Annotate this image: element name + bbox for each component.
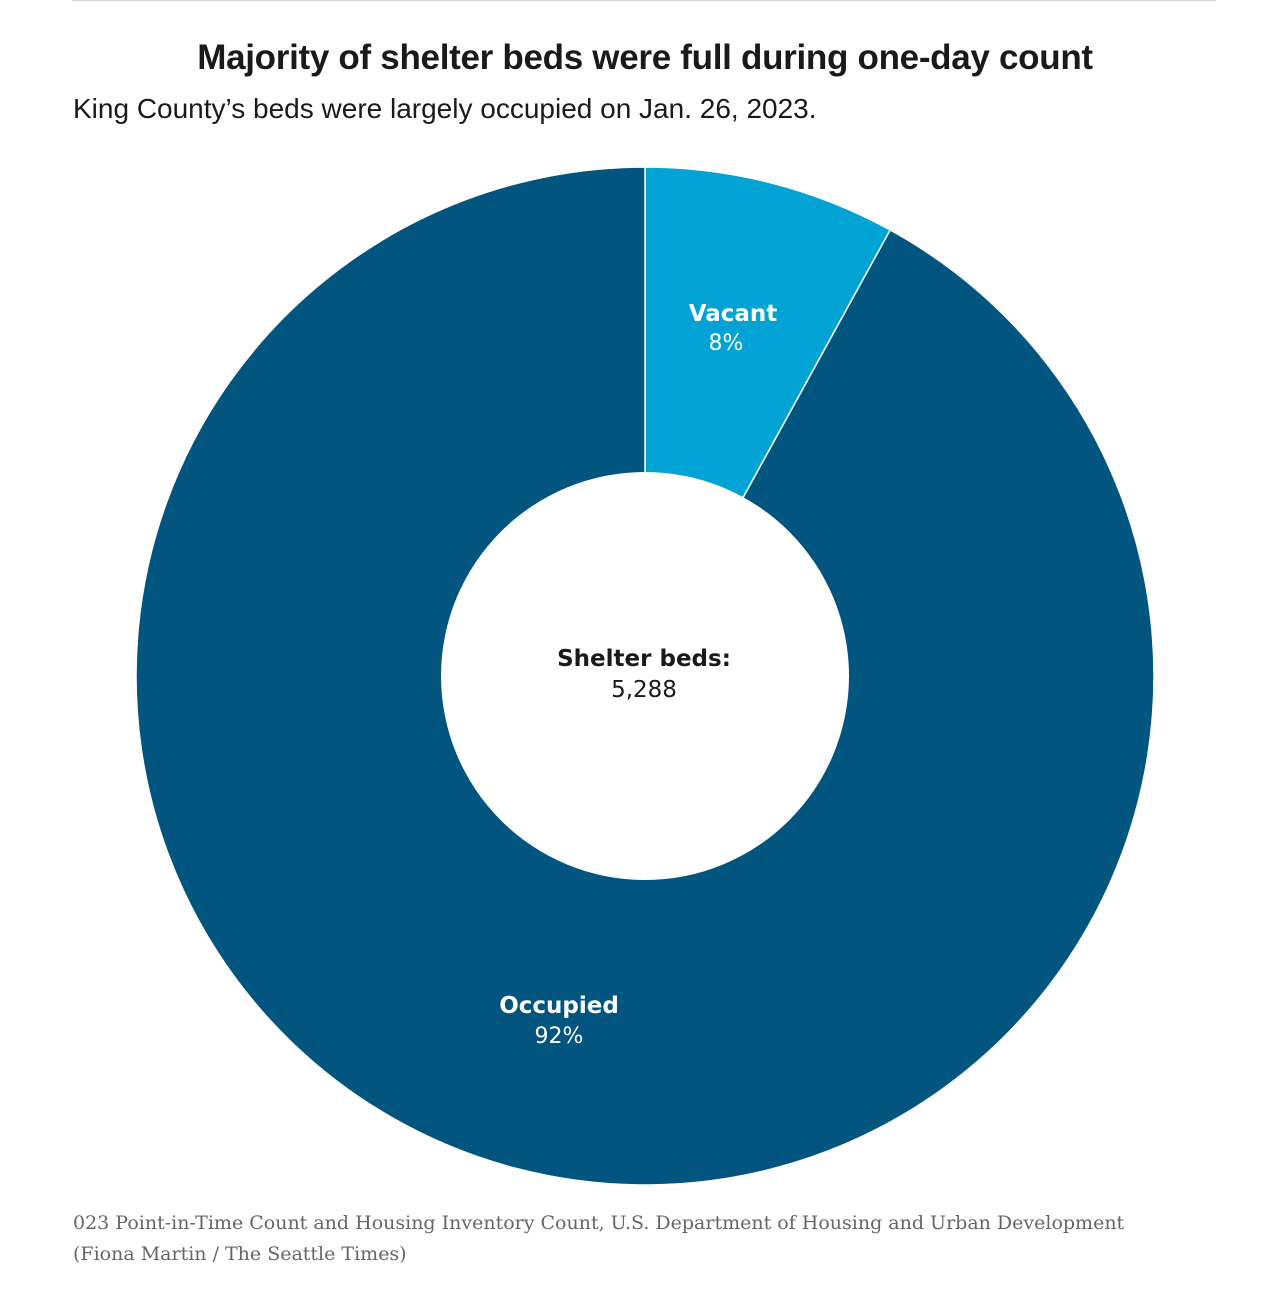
chart-subtitle: King County’s beds were largely occupied… [73,93,817,124]
source-line-2: (Fiona Martin / The Seattle Times) [73,1243,407,1265]
center-label: Shelter beds: [557,646,731,672]
source-note: 023 Point-in-Time Count and Housing Inve… [73,1208,1124,1270]
donut-chart: Vacant 8% Occupied 92% Shelter beds: 5,2… [135,166,1155,1186]
vacant-label: Vacant [689,301,778,327]
center-value: 5,288 [611,677,677,703]
occupied-value: 92% [535,1024,584,1049]
slice-label-occupied: Occupied 92% [499,993,619,1049]
chart-title: Majority of shelter beds were full durin… [197,38,1093,77]
vacant-value: 8% [709,331,744,356]
donut-hole [441,472,849,880]
occupied-label: Occupied [499,993,619,1019]
center-annotation: Shelter beds: 5,288 [557,646,731,703]
top-divider [72,0,1216,1]
source-line-1: 023 Point-in-Time Count and Housing Inve… [73,1212,1125,1234]
slice-label-vacant: Vacant 8% [689,301,778,356]
